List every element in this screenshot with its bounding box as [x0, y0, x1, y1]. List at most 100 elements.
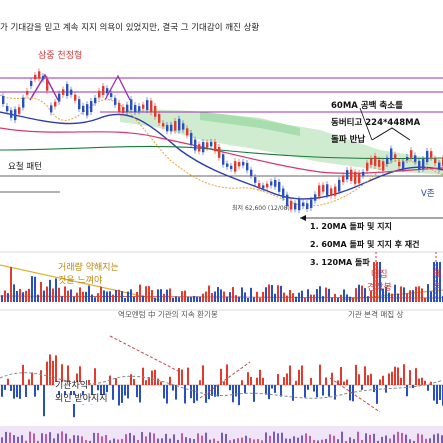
sell-bar-right-label-2: 주 — [433, 283, 442, 293]
volume-bar — [391, 293, 393, 302]
volume-bar — [130, 289, 132, 302]
bottom-bar — [301, 435, 303, 443]
volume-bar — [19, 288, 21, 302]
flow-bar — [130, 374, 132, 385]
candle-body — [62, 89, 65, 95]
flow-bar — [76, 373, 78, 385]
candle-body — [258, 183, 261, 188]
volume-bar — [289, 289, 291, 302]
candle-body — [354, 171, 357, 184]
flow-bar — [4, 385, 6, 390]
volume-bar — [139, 284, 141, 302]
flow-bar — [280, 385, 282, 397]
sell-bar-label-2: 견작봉 — [367, 283, 392, 293]
upper-band-cloud — [200, 112, 300, 136]
bottom-bar — [269, 435, 271, 443]
volume-bar — [286, 295, 288, 302]
candle-body — [54, 101, 57, 107]
flow-bar — [379, 379, 381, 385]
volume-bar — [73, 296, 75, 302]
volume-bar — [223, 291, 225, 302]
flow-bar — [94, 368, 96, 385]
volume-bar — [7, 293, 9, 302]
bottom-bar — [409, 439, 411, 443]
flow-bar — [238, 385, 240, 406]
bottom-bar — [389, 438, 391, 443]
candle-body — [218, 146, 221, 158]
flow-bar — [217, 385, 219, 397]
bottom-bar — [245, 435, 247, 443]
bottom-bar — [417, 433, 419, 443]
flow-bar — [112, 385, 114, 400]
volume-bar — [397, 293, 399, 302]
volume-bar — [358, 284, 360, 302]
candle-body — [142, 104, 145, 109]
volume-bar — [376, 262, 378, 302]
volume-note-2: 것을 느껴야 — [58, 276, 103, 286]
bottom-bar — [285, 438, 287, 443]
bottom-bar — [173, 434, 175, 443]
flow-bar — [220, 368, 222, 385]
bottom-bar — [281, 432, 283, 443]
inst-reversal-label: 역모멘텀 中 기관의 지속 환기봉 — [118, 310, 218, 319]
flow-bar — [223, 381, 225, 385]
candle-body — [206, 142, 209, 148]
volume-bar — [379, 262, 381, 302]
bottom-bar — [325, 438, 327, 443]
bottom-bar — [65, 433, 67, 443]
volume-bar — [136, 291, 138, 302]
flow-bar — [226, 364, 228, 385]
volume-bar — [40, 281, 42, 302]
candle-body — [150, 100, 153, 113]
bottom-bar — [273, 431, 275, 443]
flow-bar — [211, 385, 213, 397]
bottom-bar — [353, 439, 355, 443]
volume-bar — [79, 287, 81, 302]
candle-body — [374, 155, 377, 166]
flow-bar — [397, 367, 399, 385]
bottom-bar — [421, 434, 423, 443]
volume-bar — [304, 297, 306, 302]
bottom-bar — [349, 437, 351, 443]
flow-bar — [163, 385, 165, 399]
volume-bar — [256, 291, 258, 302]
flow-bar — [382, 375, 384, 385]
candle-body — [134, 104, 137, 112]
bottom-bar — [377, 440, 379, 443]
flow-bar — [196, 385, 198, 401]
volume-bar — [214, 291, 216, 302]
candle-body — [330, 188, 333, 196]
bottom-indicator — [1, 431, 443, 443]
flow-bar — [103, 385, 105, 399]
volume-bar — [64, 286, 66, 302]
volume-bar — [364, 288, 366, 302]
candle-body — [314, 194, 317, 201]
divergence-arrow-1 — [109, 335, 181, 373]
volume-bar — [142, 295, 144, 302]
volume-bar — [106, 291, 108, 302]
candle-body — [30, 81, 33, 87]
candle-body — [66, 84, 69, 96]
flow-bar — [16, 385, 18, 398]
flow-bar — [184, 385, 186, 404]
bottom-bar — [225, 433, 227, 443]
candle-body — [26, 90, 29, 95]
candle-body — [266, 183, 269, 188]
candle-body — [138, 106, 141, 112]
flow-bar — [247, 372, 249, 385]
candle-body — [278, 181, 281, 192]
volume-bar — [343, 289, 345, 302]
volume-bar — [373, 262, 375, 302]
candle-body — [194, 139, 197, 151]
candle-body — [242, 161, 245, 166]
flow-bar — [316, 385, 318, 398]
flow-bar — [253, 385, 255, 402]
flow-bar — [133, 378, 135, 385]
candle-body — [322, 184, 325, 192]
flow-bar — [424, 380, 426, 385]
triple-top-right — [104, 74, 131, 101]
bottom-bar — [213, 438, 215, 443]
bottom-bar — [165, 433, 167, 443]
bottom-bar — [29, 431, 31, 443]
